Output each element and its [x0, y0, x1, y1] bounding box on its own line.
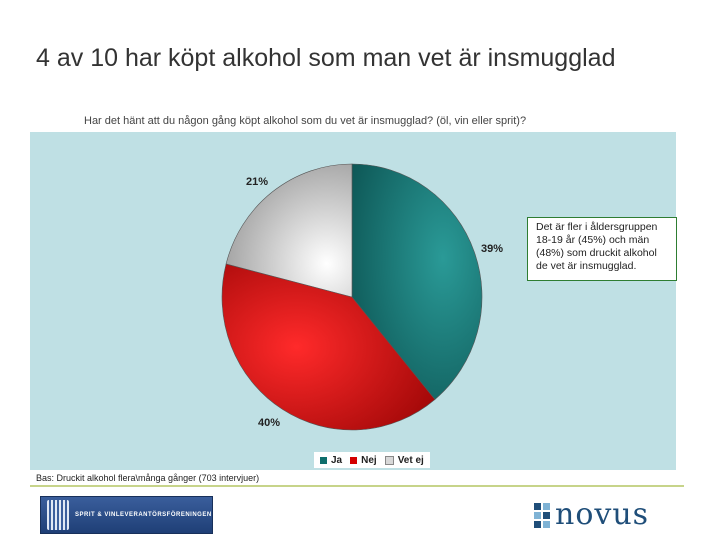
- novus-logo: novus: [534, 500, 649, 530]
- legend-label-nej: Nej: [361, 454, 377, 466]
- novus-grid-icon: [534, 502, 550, 528]
- legend-label-ja: Ja: [331, 454, 343, 466]
- sponsor-logo: SPRIT & VINLEVERANTÖRSFÖRENINGEN: [40, 496, 213, 534]
- pie-chart: [221, 163, 483, 431]
- sponsor-logo-text: SPRIT & VINLEVERANTÖRSFÖRENINGEN: [75, 512, 212, 518]
- legend-label-vet-ej: Vet ej: [397, 454, 424, 466]
- chart-plot-area: 39% 40% 21%: [30, 132, 676, 470]
- novus-logo-text: novus: [555, 497, 650, 532]
- legend-item-vet-ej: Vet ej: [384, 454, 424, 466]
- sponsor-emblem-icon: [47, 500, 69, 530]
- legend-item-ja: Ja: [320, 455, 342, 466]
- slide-title: 4 av 10 har köpt alkohol som man vet är …: [36, 44, 616, 72]
- chart-legend: Ja Nej Vet ej: [314, 452, 430, 468]
- slice-label-nej: 40%: [258, 417, 281, 429]
- survey-question: Har det hänt att du någon gång köpt alko…: [84, 115, 527, 127]
- legend-item-nej: Nej: [350, 455, 377, 466]
- base-note: Bas: Druckit alkohol flera\många gånger …: [34, 473, 262, 483]
- slice-label-ja: 39%: [481, 243, 504, 255]
- legend-swatch-vet-ej: [384, 455, 394, 465]
- slice-label-vet-ej: 21%: [246, 176, 269, 188]
- callout-note: Det är fler i åldersgruppen 18-19 år (45…: [527, 217, 677, 281]
- legend-swatch-nej: [350, 456, 358, 464]
- pie-slice-vet-ej: [225, 163, 353, 298]
- pie-slice-ja: [351, 163, 483, 400]
- footer-divider: [30, 485, 684, 487]
- pie-slice-nej: [221, 263, 436, 431]
- legend-swatch-ja: [320, 456, 327, 464]
